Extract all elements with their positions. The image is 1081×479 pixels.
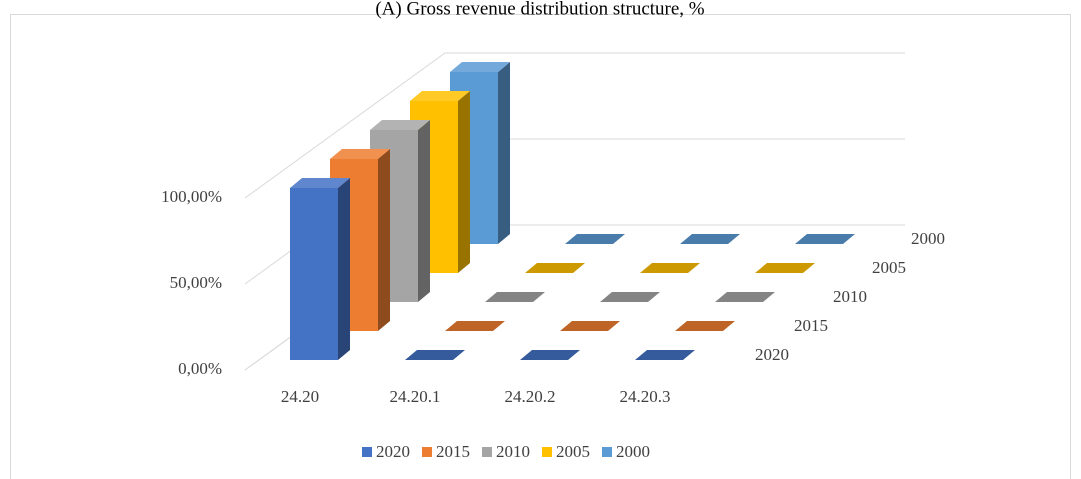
bar (755, 263, 815, 273)
legend-swatch (482, 447, 492, 457)
bar-top (405, 350, 465, 360)
bar (635, 350, 695, 360)
legend-swatch (362, 447, 372, 457)
legend-swatch (602, 447, 612, 457)
bar-top (755, 263, 815, 273)
legend-label: 2000 (616, 442, 650, 461)
bar-top (330, 149, 390, 159)
legend-label: 2020 (376, 442, 410, 461)
bar-top (715, 292, 775, 302)
legend-label: 2010 (496, 442, 530, 461)
bar-top (445, 321, 505, 331)
bar (290, 178, 350, 360)
bar (560, 321, 620, 331)
bar (600, 292, 660, 302)
bar (445, 321, 505, 331)
bar-top (640, 263, 700, 273)
bar-top (525, 263, 585, 273)
chart-border (10, 14, 1071, 479)
bar (565, 234, 625, 244)
bar-top (560, 321, 620, 331)
grid-line (244, 52, 905, 199)
bar-top (290, 178, 350, 188)
depth-label: 2000 (911, 229, 945, 248)
x-tick-label: 24.20.3 (620, 387, 671, 406)
legend-label: 2015 (436, 442, 470, 461)
x-tick-label: 24.20 (281, 387, 319, 406)
bar-top (565, 234, 625, 244)
bar-top (675, 321, 735, 331)
bar (795, 234, 855, 244)
bar-top (450, 62, 510, 72)
bar-front (290, 188, 338, 360)
bar-top (795, 234, 855, 244)
depth-label: 2015 (794, 316, 828, 335)
depth-label: 2005 (872, 258, 906, 277)
bar (520, 350, 580, 360)
x-tick-label: 24.20.1 (390, 387, 441, 406)
bar (525, 263, 585, 273)
bar-top (600, 292, 660, 302)
bar (715, 292, 775, 302)
chart-title: (A) Gross revenue distribution structure… (375, 0, 704, 19)
bar (680, 234, 740, 244)
y-tick-label: 100,00% (161, 187, 222, 206)
bar-side (378, 149, 390, 331)
bar (675, 321, 735, 331)
bar-top (370, 120, 430, 130)
bar (485, 292, 545, 302)
y-tick-label: 0,00% (178, 359, 222, 378)
bar-side (418, 120, 430, 302)
bar (405, 350, 465, 360)
bar-top (520, 350, 580, 360)
bar-side (458, 91, 470, 273)
bar-side (338, 178, 350, 360)
depth-label: 2020 (755, 345, 789, 364)
legend-swatch (542, 447, 552, 457)
x-tick-label: 24.20.2 (505, 387, 556, 406)
legend-label: 2005 (556, 442, 590, 461)
bar-top (635, 350, 695, 360)
bar-top (680, 234, 740, 244)
bar (640, 263, 700, 273)
bar-top (485, 292, 545, 302)
bar-side (498, 62, 510, 244)
legend-swatch (422, 447, 432, 457)
bar-top (410, 91, 470, 101)
y-tick-label: 50,00% (170, 273, 222, 292)
depth-label: 2010 (833, 287, 867, 306)
